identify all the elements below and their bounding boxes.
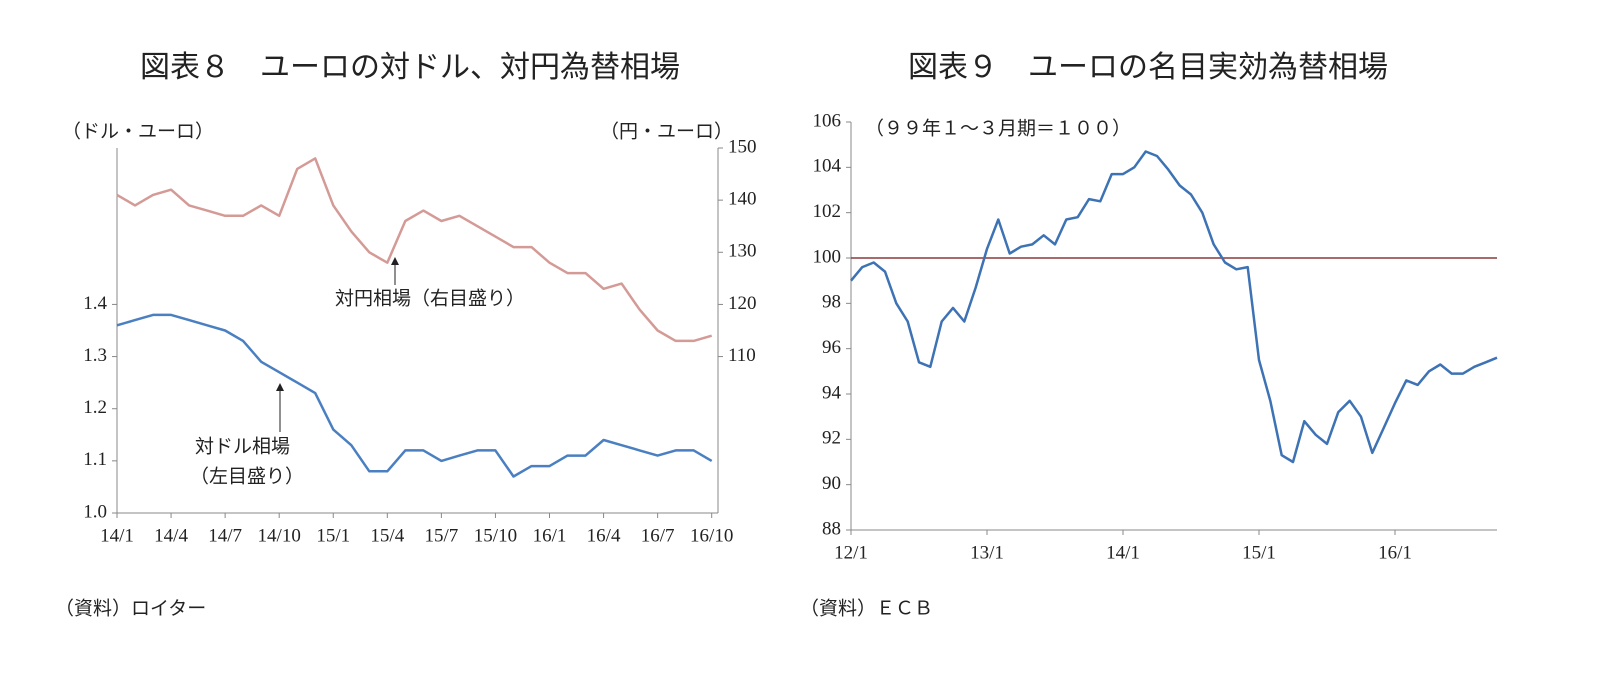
x-tick-label: 12/1 (834, 542, 868, 563)
y-tick-label: 1.3 (83, 345, 107, 366)
y-tick-label: 92 (822, 428, 841, 449)
y-tick-label: 1.2 (83, 397, 107, 418)
source: （資料）ロイター (55, 597, 206, 619)
y2-tick-label: 150 (728, 136, 757, 157)
chart-title: 図表８ ユーロの対ドル、対円為替相場 (140, 51, 680, 84)
arrow-head (391, 257, 399, 265)
x-tick-label: 15/7 (424, 525, 458, 546)
x-tick-label: 13/1 (970, 542, 1004, 563)
x-tick-label: 16/10 (690, 525, 733, 546)
annotation: 対ドル相場 (195, 435, 290, 457)
x-tick-label: 16/1 (1378, 542, 1412, 563)
data-line (850, 150, 1498, 464)
y-tick-label: 1.0 (83, 501, 107, 522)
y-tick-label: 1.1 (83, 449, 107, 470)
annotation: 対円相場（右目盛り） (335, 287, 525, 309)
x-tick-label: 15/1 (316, 525, 350, 546)
y-tick-label: 96 (822, 337, 841, 358)
annotation: （左目盛り） (190, 465, 304, 487)
x-tick-label: 14/10 (258, 525, 301, 546)
source: （資料）ＥＣＢ (800, 597, 933, 619)
x-tick-label: 16/4 (587, 525, 621, 546)
x-tick-label: 15/1 (1242, 542, 1276, 563)
y2-axis-label: （円・ユーロ） (600, 120, 733, 142)
data-line (116, 157, 713, 343)
y-tick-label: 88 (822, 518, 841, 539)
data-line (116, 313, 713, 478)
x-tick-label: 14/1 (1106, 542, 1140, 563)
y-tick-label: 102 (813, 201, 842, 222)
y-tick-label: 100 (813, 246, 842, 267)
y-tick-label: 98 (822, 292, 841, 313)
y2-tick-label: 120 (728, 293, 757, 314)
y2-tick-label: 130 (728, 241, 757, 262)
annotation: （９９年１～３月期＝１００） (865, 117, 1131, 139)
y-tick-label: 90 (822, 473, 841, 494)
x-tick-label: 14/4 (154, 525, 188, 546)
y-tick-label: 1.4 (83, 293, 107, 314)
x-tick-label: 16/7 (641, 525, 675, 546)
x-tick-label: 16/1 (533, 525, 567, 546)
y2-tick-label: 140 (728, 189, 757, 210)
y-tick-label: 106 (813, 110, 842, 131)
y2-tick-label: 110 (728, 345, 756, 366)
chart-title: 図表９ ユーロの名目実効為替相場 (908, 51, 1388, 84)
y-axis-label: （ドル・ユーロ） (62, 120, 214, 142)
y-tick-label: 94 (822, 382, 842, 403)
arrow-head (276, 383, 284, 391)
y-tick-label: 104 (813, 156, 842, 177)
x-tick-label: 14/1 (100, 525, 134, 546)
x-tick-label: 15/4 (370, 525, 404, 546)
x-tick-label: 14/7 (208, 525, 242, 546)
x-tick-label: 15/10 (474, 525, 517, 546)
